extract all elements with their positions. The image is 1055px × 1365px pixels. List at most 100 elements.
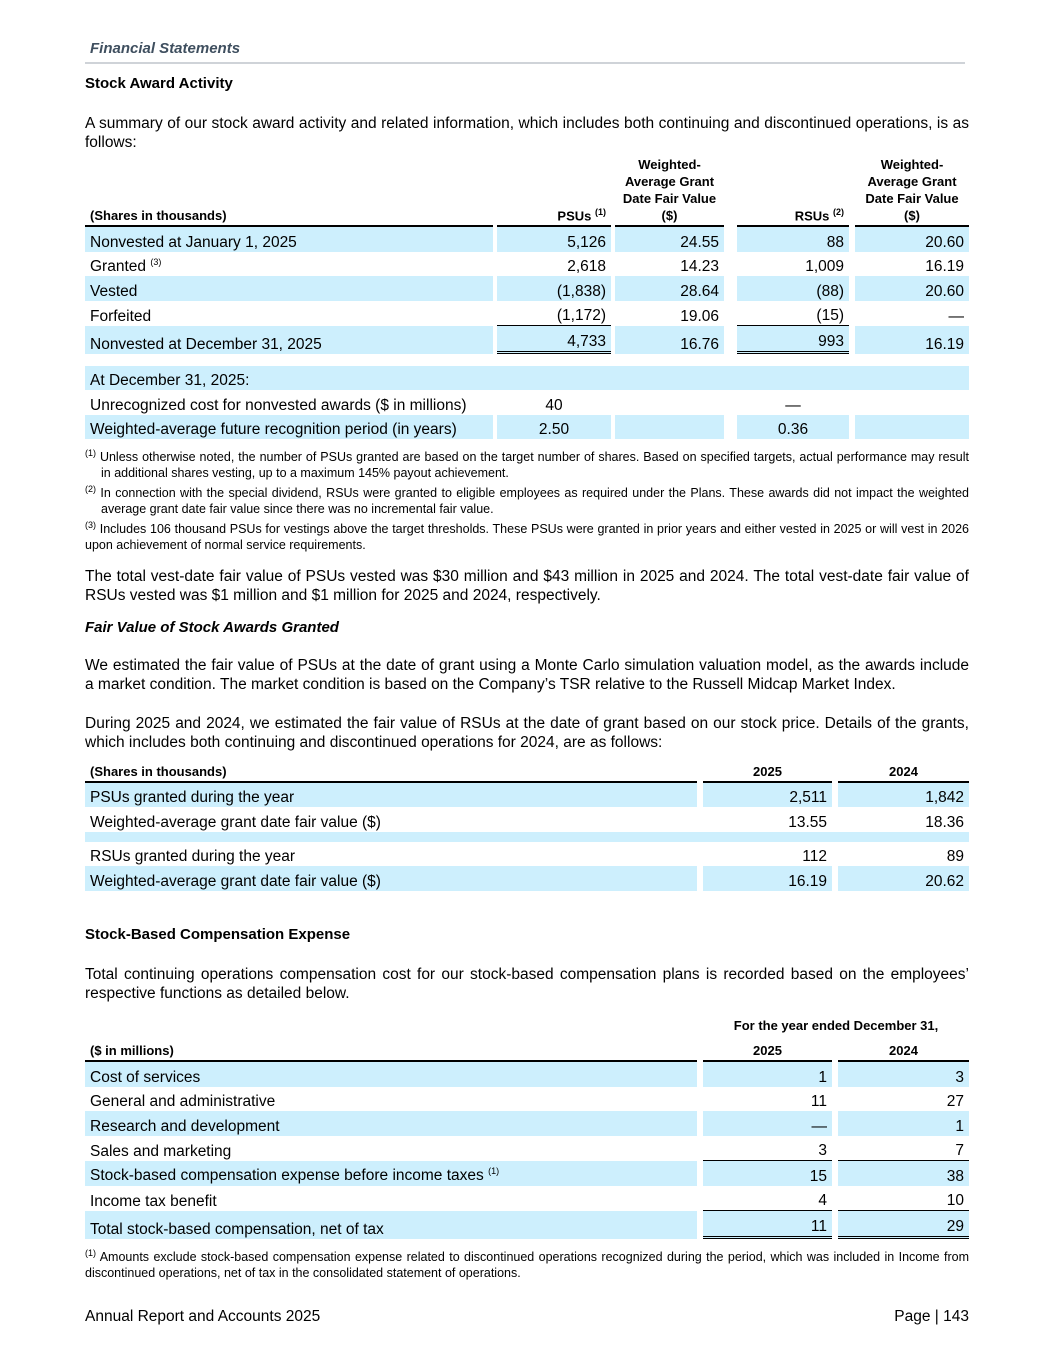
section-compensation-expense: Stock-Based Compensation Expense Total c… — [85, 926, 970, 1281]
cell: 16.19 — [855, 326, 969, 354]
row-label: Cost of services — [85, 1062, 697, 1087]
paragraph: During 2025 and 2024, we estimated the f… — [85, 715, 969, 751]
cell: 2.50 — [497, 414, 611, 439]
cell: 13.55 — [788, 813, 827, 831]
grants-table: (Shares in thousands) 2025 2024 PSUs gra… — [85, 755, 969, 891]
cell: 3 — [838, 1062, 970, 1087]
cell: 15 — [703, 1161, 832, 1186]
cell: 1 — [838, 1111, 970, 1136]
cell: (15) — [737, 301, 849, 326]
table-row: Granted (3) 2,618 14.23 1,009 16.19 — [85, 251, 969, 276]
paragraph: A summary of our stock award activity an… — [85, 115, 969, 151]
cell: 29 — [838, 1211, 970, 1239]
paragraph: The total vest-date fair value of PSUs v… — [85, 568, 969, 605]
cell: 11 — [703, 1211, 832, 1239]
cell: 20.62 — [838, 866, 969, 891]
cell: 89 — [946, 848, 964, 865]
table-row: Weighted-average grant date fair value (… — [85, 807, 969, 832]
cell: Weighted-average grant date fair value (… — [85, 866, 697, 891]
row-label: Income tax benefit — [90, 1193, 217, 1210]
table-row: Forfeited (1,172) 19.06 (15) — — [85, 300, 969, 326]
cell: 88 — [737, 227, 849, 252]
footnote: (3) Includes 106 thousand PSUs for vesti… — [85, 520, 969, 553]
footnote: (2) In connection with the special divid… — [85, 484, 969, 517]
row-label: Sales and marketing — [90, 1143, 232, 1160]
col-header: ($ in millions) — [85, 1035, 697, 1062]
table-row: Nonvested at December 31, 2025 4,733 16.7… — [85, 326, 969, 354]
row-label: Nonvested at January 1, 2025 — [85, 227, 493, 252]
table-row: PSUs granted during the year 2,511 1,842 — [85, 782, 969, 807]
table-row: Weighted-average future recognition peri… — [85, 414, 970, 439]
cell: 16.76 — [615, 326, 724, 354]
cell: Weighted-average future recognition peri… — [85, 414, 493, 439]
cell: 112 — [802, 848, 827, 865]
row-label: General and administrative — [90, 1093, 276, 1110]
table-row: Vested (1,838) 28.64 (88) 20.60 — [85, 276, 969, 301]
cell: — — [703, 1111, 832, 1136]
cell: RSUs granted during the year — [90, 848, 296, 865]
table-row: Research and development —1 — [85, 1111, 970, 1136]
cell: 16.19 — [703, 866, 832, 891]
section-stock-award-activity: Stock Award Activity A summary of our st… — [85, 75, 970, 605]
row-label: Forfeited — [90, 308, 152, 325]
sub-header: At December 31, 2025: — [85, 365, 970, 390]
section-fair-value: Fair Value of Stock Awards Granted We es… — [85, 619, 969, 891]
cell: 993 — [737, 326, 849, 354]
table-row: Weighted-average grant date fair value (… — [85, 866, 969, 891]
row-label: Vested — [85, 276, 493, 301]
table-row: RSUs granted during the year 112 89 — [85, 841, 969, 866]
cell: 27 — [946, 1093, 965, 1110]
cell: 24.55 — [615, 227, 724, 252]
footnote: (1) Amounts exclude stock-based compensa… — [85, 1247, 969, 1280]
compensation-table: For the year ended December 31, ($ in mi… — [85, 1009, 970, 1239]
cell: 0.36 — [737, 414, 849, 439]
cell: (1,838) — [497, 276, 611, 301]
table-row: Nonvested at January 1, 2025 5,126 24.55 8… — [85, 227, 969, 252]
col-header: 2025 — [703, 1035, 832, 1062]
cell: 10 — [838, 1186, 970, 1211]
footer-title: Annual Report and Accounts 2025 — [85, 1308, 321, 1325]
cell: 5,126 — [497, 227, 611, 252]
cell: 2,618 — [567, 258, 606, 275]
table-row: General and administrative 11 27 — [85, 1086, 969, 1111]
cell: (88) — [737, 276, 849, 301]
cell: 38 — [838, 1161, 970, 1186]
row-label: Total stock-based compensation, net of t… — [85, 1211, 697, 1239]
cell: 1,009 — [805, 258, 844, 275]
cell: 1 — [703, 1062, 832, 1087]
col-header: (Shares in thousands) — [85, 755, 697, 783]
footnotes: (1) Unless otherwise noted, the number o… — [85, 445, 969, 553]
col-header: 2024 — [838, 755, 969, 783]
page-number: Page | 143 — [894, 1308, 969, 1325]
cell: 28.64 — [615, 276, 724, 301]
col-header: 2025 — [703, 755, 832, 783]
cell: Weighted-average grant date fair value (… — [90, 813, 381, 831]
cell: 20.60 — [855, 276, 969, 301]
cell: 14.23 — [680, 258, 719, 275]
col-header: 2024 — [838, 1035, 970, 1062]
section-title: Fair Value of Stock Awards Granted — [85, 619, 339, 636]
row-label: Research and development — [85, 1111, 697, 1136]
table-row: Stock-based compensation expense before … — [85, 1161, 970, 1186]
cell: 7 — [838, 1136, 970, 1161]
row-label: Granted (3) — [90, 256, 162, 275]
stock-award-table: (Shares in thousands) PSUs (1) Weighted-… — [85, 156, 969, 354]
row-label: Nonvested at December 31, 2025 — [85, 326, 493, 354]
cell: 18.36 — [925, 813, 964, 831]
unrecognized-cost-table: At December 31, 2025: Unrecognized cost … — [85, 365, 970, 439]
cell: 20.60 — [855, 227, 969, 252]
col-header: PSUs (1) — [497, 156, 611, 227]
table-row: Total stock-based compensation, net of t… — [85, 1211, 970, 1239]
cell: 16.19 — [925, 258, 964, 275]
cell: 4 — [703, 1186, 832, 1211]
cell: 1,842 — [838, 782, 969, 807]
period-header: For the year ended December 31, — [733, 1017, 939, 1033]
section-title: Stock-Based Compensation Expense — [85, 926, 351, 943]
col-header: Weighted-Average Grant Date Fair Value (… — [615, 156, 724, 227]
paragraph: Total continuing operations compensation… — [85, 966, 969, 1002]
cell: — — [948, 308, 965, 325]
col-header: (Shares in thousands) — [85, 156, 493, 227]
